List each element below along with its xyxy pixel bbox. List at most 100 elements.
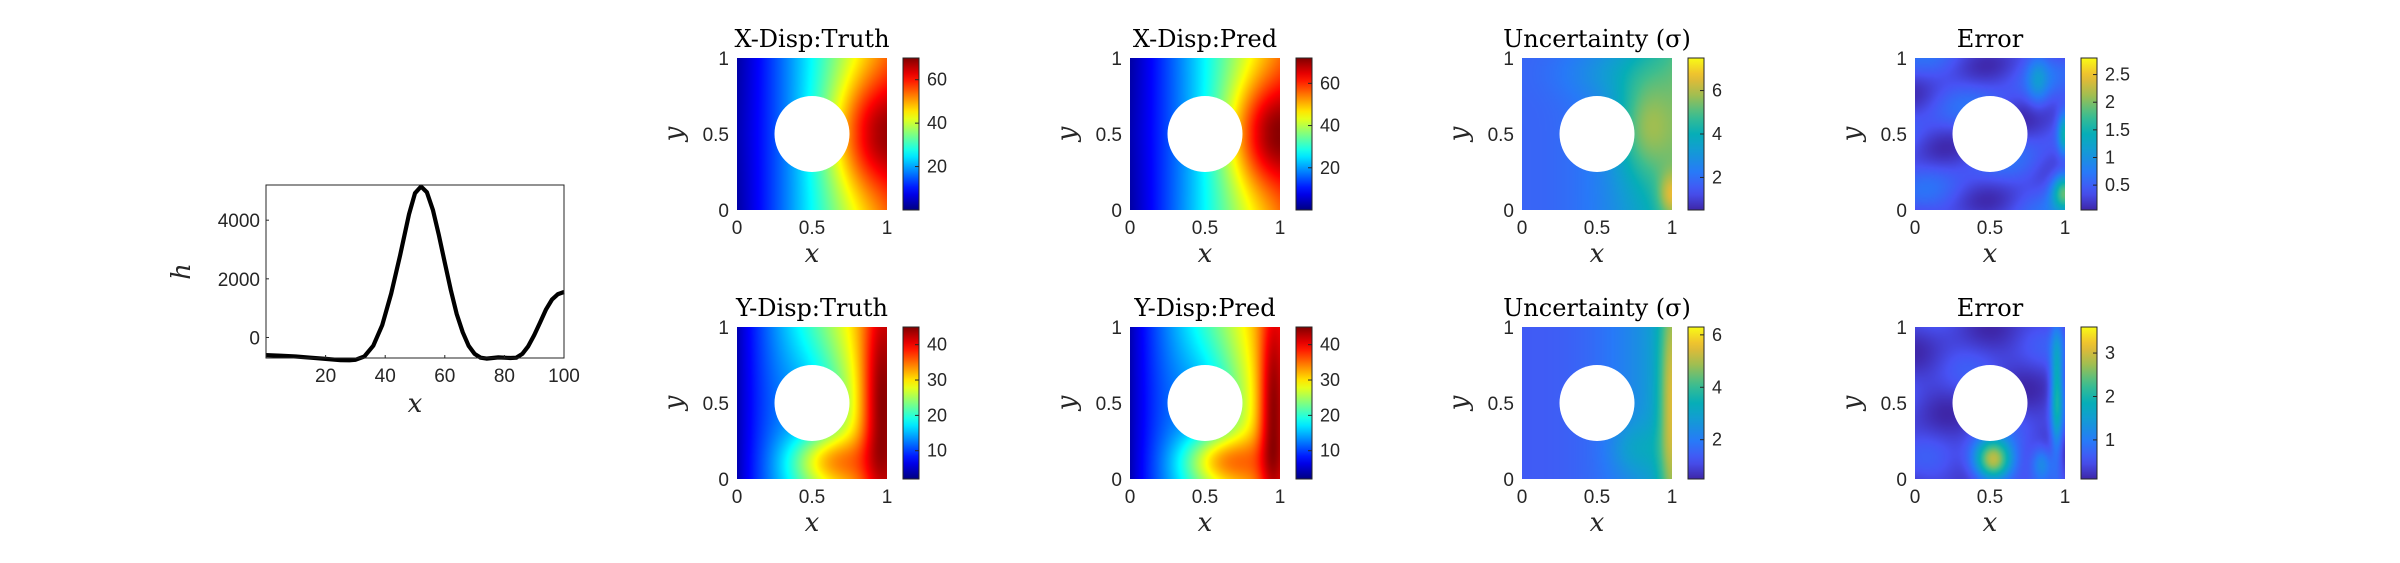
heatmap-panel-3: Uncertainty (σ) 0 0.5 1 0 0.5 1 x y 2 4 6	[1444, 25, 1722, 269]
hole-mask	[1167, 96, 1243, 172]
y-tick-label: 0	[1111, 470, 1122, 491]
y-tick-label: 0.5	[703, 125, 729, 146]
colorbar	[1295, 326, 1313, 480]
colorbar-tick-label: 20	[1320, 405, 1340, 425]
colorbar-tick-label: 2	[2105, 92, 2115, 112]
y-axis-label: y	[659, 126, 689, 142]
x-axis-label: x	[1590, 508, 1605, 538]
x-tick-label: 60	[434, 366, 455, 387]
y-tick-label: 4000	[218, 211, 260, 232]
colorbar-tick-label: 6	[1712, 325, 1722, 345]
panel-title: Error	[1957, 25, 2024, 53]
heatmap-panel-8: Error 0 0.5 1 0 0.5 1 x y 1 2 3	[1837, 294, 2115, 538]
series-line	[265, 184, 565, 363]
y-axis-label: y	[1444, 395, 1474, 411]
y-tick-label: 1	[1111, 49, 1122, 70]
x-tick-label: 0.5	[1192, 218, 1218, 239]
colorbar	[1687, 326, 1705, 480]
x-tick-label: 100	[548, 366, 580, 387]
colorbar-tick-label: 20	[1320, 158, 1340, 178]
hole-mask	[774, 96, 850, 172]
colorbar-tick-label: 10	[927, 441, 947, 461]
x-axis-label: x	[408, 389, 423, 419]
x-tick-label: 0.5	[799, 218, 825, 239]
y-tick-label: 0.5	[1488, 125, 1514, 146]
panel-title: Y-Disp:Truth	[735, 294, 888, 322]
colorbar-tick-label: 10	[1320, 441, 1340, 461]
y-tick-label: 0.5	[1881, 125, 1907, 146]
y-tick-label: 1	[1896, 49, 1907, 70]
panel-title: Uncertainty (σ)	[1503, 25, 1691, 53]
y-tick-label: 1	[1503, 318, 1514, 339]
x-tick-label: 0	[1910, 487, 1921, 508]
x-tick-label: 0.5	[799, 487, 825, 508]
y-tick-label: 1	[1896, 318, 1907, 339]
hole-mask	[1167, 365, 1243, 441]
panel-title: X-Disp:Truth	[734, 25, 889, 53]
colorbar	[902, 326, 920, 480]
colorbar-tick-label: 20	[927, 405, 947, 425]
colorbar-tick-label: 30	[927, 370, 947, 390]
y-axis-label: h	[167, 263, 197, 280]
panel-title: Y-Disp:Pred	[1133, 294, 1275, 322]
colorbar	[2080, 57, 2098, 211]
line-chart: 20 40 60 80 100 0 2000 4000 x h	[167, 184, 580, 419]
x-tick-label: 1	[882, 487, 893, 508]
colorbar-tick-label: 1	[2105, 147, 2115, 167]
colorbar-tick-label: 20	[927, 157, 947, 177]
y-axis-label: y	[1052, 126, 1082, 142]
x-tick-label: 1	[1667, 218, 1678, 239]
x-tick-label: 1	[1667, 487, 1678, 508]
y-axis-label: y	[1444, 126, 1474, 142]
colorbar-tick-label: 40	[927, 113, 947, 133]
hole-mask	[774, 365, 850, 441]
colorbar-tick-label: 30	[1320, 370, 1340, 390]
x-tick-label: 1	[2060, 487, 2071, 508]
y-tick-label: 1	[718, 318, 729, 339]
colorbar	[902, 57, 920, 211]
panel-title: Error	[1957, 294, 2024, 322]
hole-mask	[1952, 96, 2028, 172]
panel-title: Uncertainty (σ)	[1503, 294, 1691, 322]
x-tick-label: 40	[375, 366, 396, 387]
colorbar-tick-label: 40	[927, 335, 947, 355]
x-tick-label: 1	[1275, 487, 1286, 508]
x-tick-label: 0	[1125, 218, 1136, 239]
colorbar-tick-label: 2	[2105, 386, 2115, 406]
x-tick-label: 0.5	[1192, 487, 1218, 508]
y-tick-label: 0	[1111, 201, 1122, 222]
y-axis-label: y	[659, 395, 689, 411]
x-tick-label: 80	[494, 366, 515, 387]
x-axis-label: x	[1198, 239, 1213, 269]
x-tick-label: 0	[1910, 218, 1921, 239]
y-tick-label: 0	[1896, 201, 1907, 222]
hole-mask	[1952, 365, 2028, 441]
colorbar-tick-label: 0.5	[2105, 175, 2130, 195]
x-axis-label: x	[1983, 239, 1998, 269]
x-tick-label: 0	[732, 218, 743, 239]
heatmap-panel-4: Error 0 0.5 1 0 0.5 1 x y 0.5 1 1.5 2 2.5	[1837, 25, 2130, 269]
y-tick-label: 0.5	[1881, 394, 1907, 415]
x-tick-label: 1	[2060, 218, 2071, 239]
x-tick-label: 1	[882, 218, 893, 239]
x-tick-label: 1	[1275, 218, 1286, 239]
y-tick-label: 1	[718, 49, 729, 70]
y-tick-label: 2000	[218, 270, 260, 291]
x-axis-label: x	[1198, 508, 1213, 538]
y-tick-label: 1	[1111, 318, 1122, 339]
y-tick-label: 0	[1896, 470, 1907, 491]
x-tick-label: 0	[1517, 487, 1528, 508]
x-tick-label: 0	[732, 487, 743, 508]
x-tick-label: 0	[1125, 487, 1136, 508]
x-axis-label: x	[805, 508, 820, 538]
x-tick-label: 0.5	[1977, 487, 2003, 508]
plot-frame	[265, 184, 565, 359]
y-tick-label: 0	[718, 470, 729, 491]
y-tick-label: 0	[718, 201, 729, 222]
colorbar-tick-label: 3	[2105, 343, 2115, 363]
colorbar-tick-label: 2	[1712, 430, 1722, 450]
colorbar-tick-label: 40	[1320, 335, 1340, 355]
y-tick-label: 0	[1503, 201, 1514, 222]
